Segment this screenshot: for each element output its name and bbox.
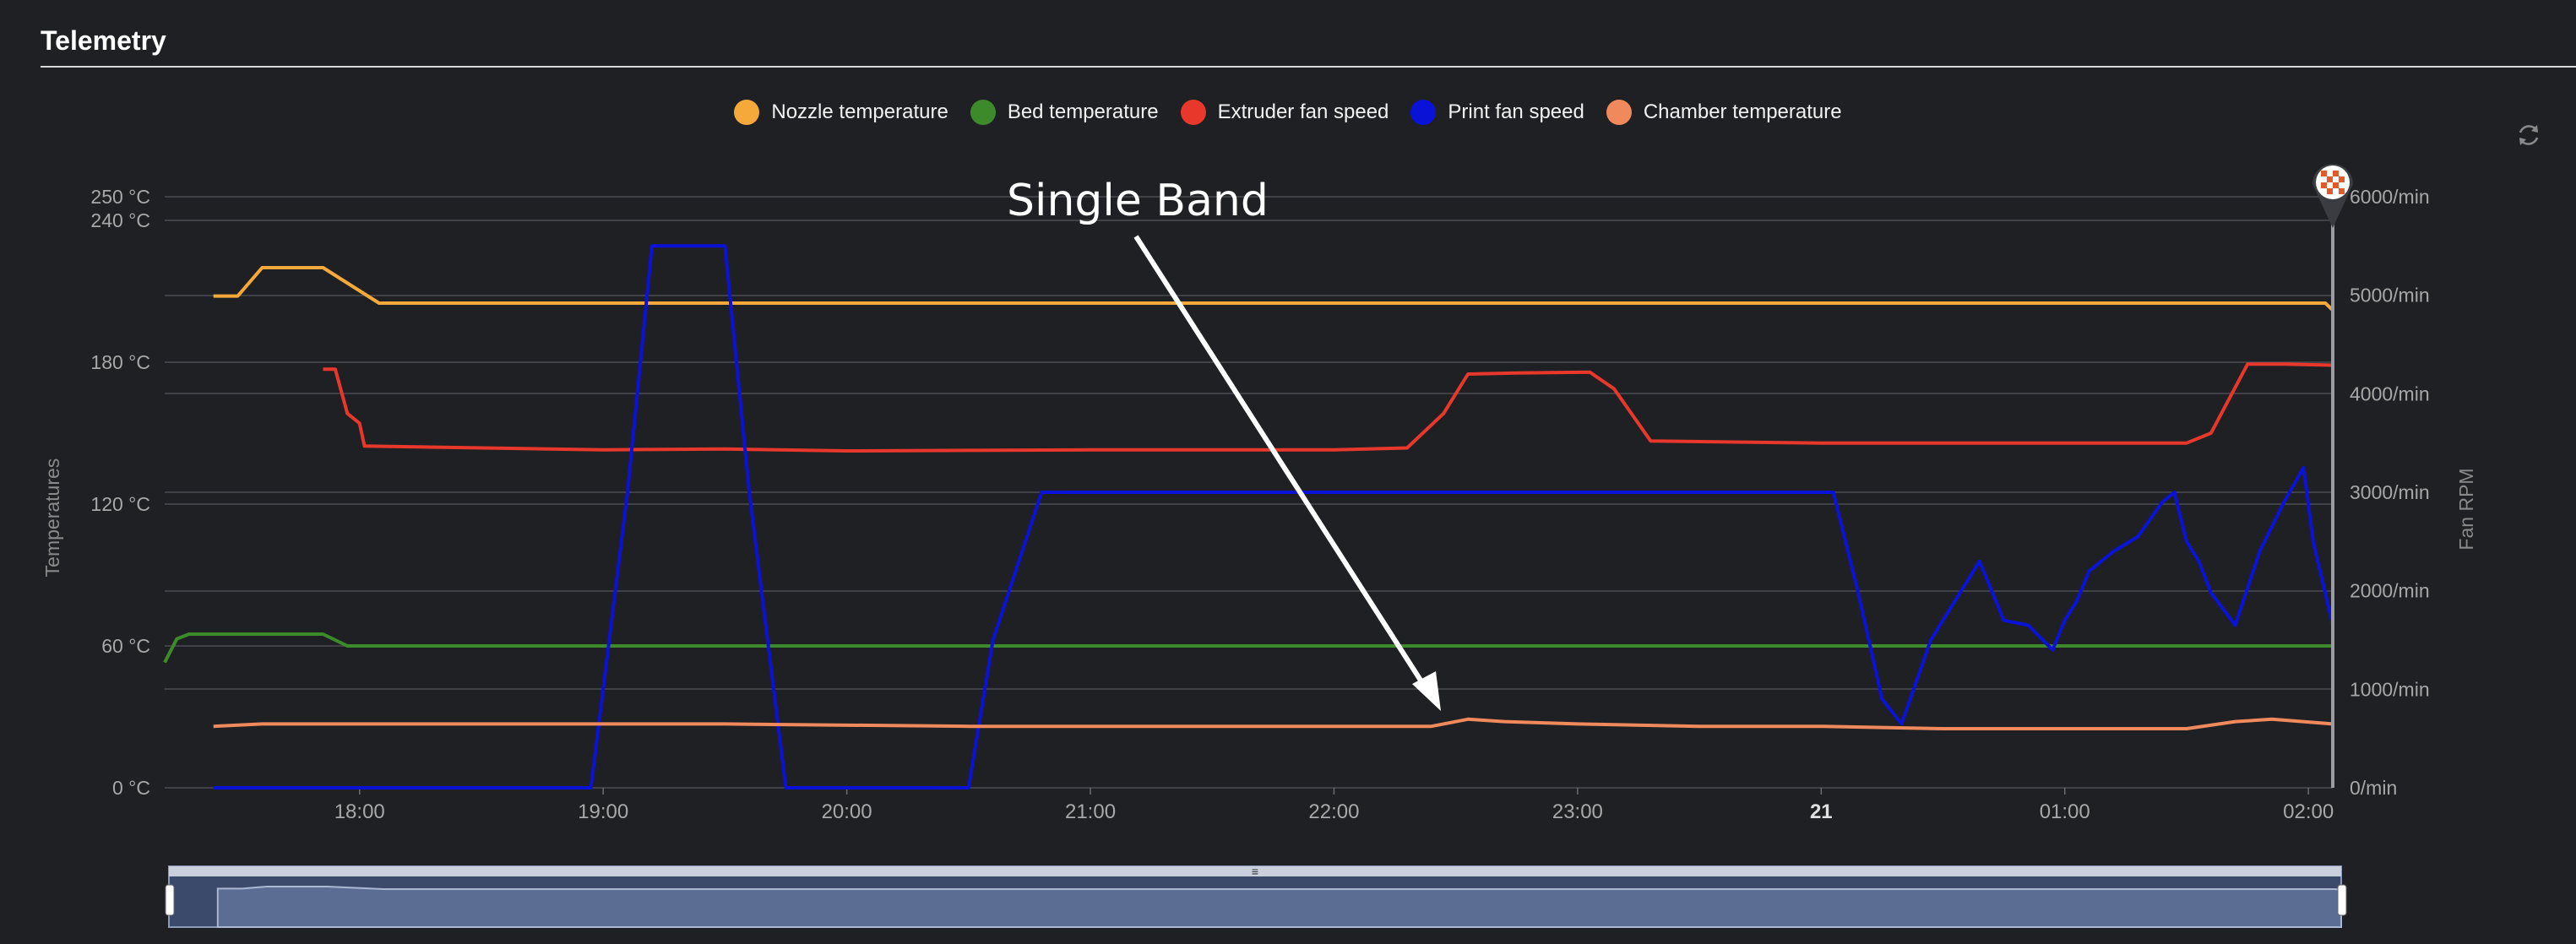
legend-marker — [734, 100, 760, 125]
navigator-handle[interactable] — [165, 884, 175, 916]
legend-item[interactable]: Print fan speed — [1410, 100, 1584, 125]
x-axis-tick-label: 23:00 — [1552, 800, 1603, 823]
checkered-flag-marker-icon — [2339, 188, 2345, 194]
legend-label: Print fan speed — [1448, 100, 1584, 123]
right-axis-tick-label: 5000/min — [2350, 285, 2430, 307]
left-axis-title: Temperatures — [41, 458, 63, 578]
chart-legend: Nozzle temperature Bed temperature Extrude… — [0, 100, 2576, 125]
legend-label: Bed temperature — [1007, 100, 1159, 123]
legend-item[interactable]: Extruder fan speed — [1180, 100, 1389, 125]
legend-marker — [1606, 100, 1632, 125]
x-axis-tick-label: 20:00 — [822, 800, 872, 823]
x-axis-tick-label: 21 — [1810, 800, 1833, 823]
annotation-arrow-head — [1412, 671, 1441, 711]
annotation-arrow-line — [1133, 235, 1428, 690]
checkered-flag-marker-icon — [2333, 182, 2339, 188]
legend-label: Chamber temperature — [1643, 100, 1842, 123]
legend-label: Nozzle temperature — [771, 100, 948, 123]
series-line — [323, 362, 2334, 453]
legend-marker — [970, 100, 996, 125]
left-axis-tick-label: 250 °C — [90, 186, 150, 208]
navigator-series — [216, 886, 2342, 928]
left-axis-tick-label: 0 °C — [112, 777, 150, 799]
right-axis-tick-label: 0/min — [2350, 777, 2397, 799]
checkered-flag-marker-icon — [2321, 182, 2327, 188]
x-axis-tick-label: 21:00 — [1065, 800, 1116, 823]
page-title: Telemetry — [41, 25, 166, 56]
x-axis-tick-label: 19:00 — [578, 800, 628, 823]
right-axis-tick-label: 2000/min — [2350, 580, 2430, 602]
legend-item[interactable]: Nozzle temperature — [734, 100, 948, 125]
x-axis-tick-label: 02:00 — [2283, 800, 2334, 823]
legend-item[interactable]: Chamber temperature — [1606, 100, 1842, 125]
header-divider — [41, 66, 2576, 68]
navigator-handle[interactable] — [2337, 884, 2347, 916]
legend-item[interactable]: Bed temperature — [970, 100, 1159, 125]
right-axis-title: Fan RPM — [2455, 468, 2477, 550]
checkered-flag-marker-icon — [2339, 176, 2345, 182]
right-axis-tick-label: 1000/min — [2350, 678, 2430, 700]
x-axis-tick-label: 01:00 — [2040, 800, 2090, 823]
left-axis-tick-label: 180 °C — [90, 351, 150, 373]
right-axis-tick-label: 6000/min — [2350, 186, 2430, 208]
refresh-icon-graphic — [2519, 125, 2539, 145]
checkered-flag-marker-icon — [2321, 171, 2327, 176]
refresh-icon[interactable] — [2514, 121, 2543, 149]
series-line — [163, 632, 2333, 664]
checkered-flag-marker-icon — [2327, 188, 2333, 194]
checkered-flag-marker-icon — [2327, 176, 2333, 182]
left-axis-tick-label: 240 °C — [90, 209, 150, 231]
navigator-scrollbar — [169, 866, 2341, 876]
legend-marker — [1180, 100, 1206, 125]
series-line — [213, 717, 2334, 730]
legend-label: Extruder fan speed — [1217, 100, 1389, 123]
left-axis-tick-label: 120 °C — [90, 493, 150, 515]
series-line — [213, 244, 2334, 789]
series-line — [213, 266, 2334, 312]
right-axis-tick-label: 3000/min — [2350, 481, 2430, 503]
navigator-grip-icon: ≡ — [1252, 865, 1258, 878]
right-axis-tick-label: 4000/min — [2350, 382, 2430, 404]
annotation-label: Single Band — [1007, 176, 1269, 226]
x-axis-tick-label: 18:00 — [334, 800, 385, 823]
x-axis-tick-label: 22:00 — [1308, 800, 1359, 823]
left-axis-tick-label: 60 °C — [101, 635, 150, 657]
checkered-flag-marker-icon — [2333, 171, 2339, 176]
legend-marker — [1410, 100, 1437, 125]
